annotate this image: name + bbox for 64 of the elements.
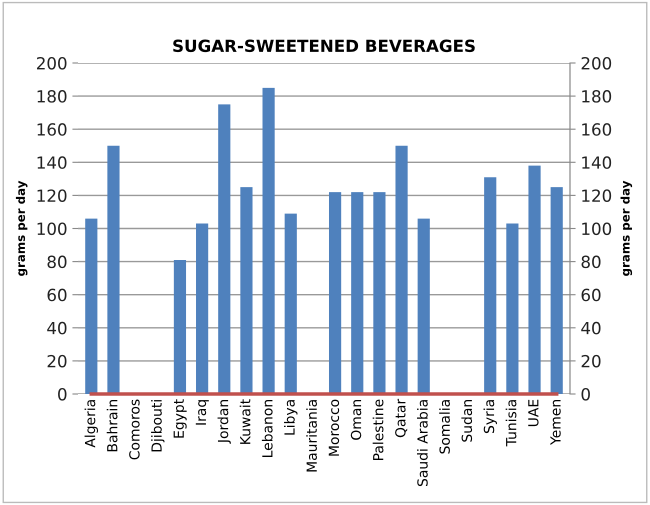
x-tick-label: Qatar [395, 398, 408, 438]
bar [528, 166, 541, 394]
y-tick-label: 20 [48, 354, 66, 368]
x-tick-label: Somalia [439, 400, 450, 454]
y-tick-label: 160 [38, 123, 66, 136]
x-tick-label: Saudi Arabia [417, 400, 428, 486]
bar [284, 214, 297, 394]
y2-tick-label: 100 [582, 222, 612, 236]
y2-tick-label: 140 [582, 156, 612, 169]
x-tick-label: Palestine [372, 400, 384, 460]
y2-tick-label: 180 [582, 90, 612, 103]
y2-tick-label: 20 [582, 354, 601, 368]
x-tick-label: UAE [528, 400, 539, 426]
x-tick-label: Iraq [196, 400, 209, 425]
x-tick-label: Morocco [328, 400, 340, 456]
y-tick-label: 180 [38, 90, 66, 103]
bar [107, 146, 120, 394]
x-tick-label: Libya [284, 400, 298, 435]
bar [328, 192, 342, 394]
y-tick-label: 120 [38, 189, 66, 202]
y-tick-label: 100 [38, 222, 66, 236]
y2-tick-label: 120 [582, 189, 612, 202]
x-tick-label: Tunisia [506, 400, 516, 446]
chart-title: SUGAR-SWEETENED BEVERAGES [173, 40, 475, 52]
bar [418, 218, 430, 394]
x-tick-label: Lebanon [262, 400, 273, 457]
x-tick-label: Mauritania [306, 400, 317, 472]
bar [351, 192, 364, 394]
y2-tick-label: 200 [582, 56, 612, 70]
y2-axis-title: grams per day [620, 180, 632, 276]
x-tick-label: Algeria [84, 400, 98, 448]
bar [395, 146, 408, 394]
y2-tick-label: 40 [581, 322, 601, 334]
y-tick-label: 200 [36, 56, 66, 70]
bar [218, 104, 230, 394]
bar [373, 192, 386, 394]
x-tick-label: Yemen [550, 400, 561, 445]
x-tick-label: Bahrain [106, 400, 118, 452]
y-tick-label: 60 [48, 288, 66, 302]
x-tick-label: Oman [350, 400, 362, 440]
y-tick-label: 140 [38, 156, 66, 169]
x-tick-label: Comoros [129, 400, 140, 460]
x-tick-label: Sudan [461, 400, 472, 442]
x-tick-label: Egypt [174, 399, 187, 438]
y2-tick-label: 80 [582, 256, 601, 268]
bar [240, 187, 253, 394]
bar [196, 224, 208, 394]
bar [484, 177, 496, 394]
y2-tick-label: 160 [582, 123, 612, 136]
x-tick-label: Kuwait [240, 399, 250, 444]
bar [550, 187, 563, 394]
y-axis-title: grams per day [16, 180, 28, 276]
x-tick-label: Jordan [218, 400, 231, 444]
y-tick-label: 0 [58, 388, 66, 401]
bar [262, 88, 275, 394]
bar [85, 218, 98, 394]
y-tick-label: 80 [48, 256, 66, 268]
y-tick-label: 40 [47, 322, 66, 334]
x-tick-label: Syria [483, 400, 497, 434]
bar [506, 224, 518, 394]
y2-tick-label: 0 [582, 388, 590, 401]
x-tick-label: Djibouti [151, 400, 165, 452]
y2-tick-label: 60 [582, 288, 601, 302]
bar [174, 260, 186, 394]
